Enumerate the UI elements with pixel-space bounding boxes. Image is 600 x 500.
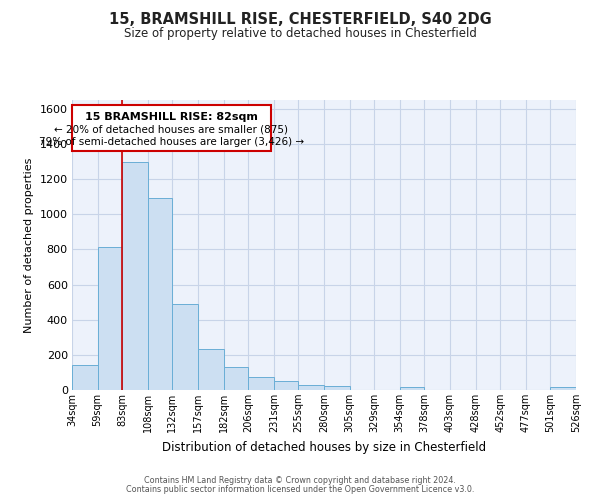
Text: ← 20% of detached houses are smaller (875): ← 20% of detached houses are smaller (87… xyxy=(55,124,289,134)
X-axis label: Distribution of detached houses by size in Chesterfield: Distribution of detached houses by size … xyxy=(162,440,486,454)
Y-axis label: Number of detached properties: Number of detached properties xyxy=(24,158,34,332)
Bar xyxy=(400,388,424,390)
Text: 79% of semi-detached houses are larger (3,426) →: 79% of semi-detached houses are larger (… xyxy=(39,137,304,147)
Text: Contains HM Land Registry data © Crown copyright and database right 2024.: Contains HM Land Registry data © Crown c… xyxy=(144,476,456,485)
Bar xyxy=(224,367,248,390)
Text: 15 BRAMSHILL RISE: 82sqm: 15 BRAMSHILL RISE: 82sqm xyxy=(85,112,258,122)
Bar xyxy=(148,198,172,390)
Bar xyxy=(72,106,271,151)
Bar xyxy=(550,388,576,390)
Bar xyxy=(198,348,224,390)
Text: 15, BRAMSHILL RISE, CHESTERFIELD, S40 2DG: 15, BRAMSHILL RISE, CHESTERFIELD, S40 2D… xyxy=(109,12,491,28)
Bar xyxy=(324,386,350,390)
Bar xyxy=(298,384,324,390)
Bar xyxy=(248,377,274,390)
Bar xyxy=(274,381,298,390)
Text: Contains public sector information licensed under the Open Government Licence v3: Contains public sector information licen… xyxy=(126,485,474,494)
Text: Size of property relative to detached houses in Chesterfield: Size of property relative to detached ho… xyxy=(124,28,476,40)
Bar xyxy=(172,304,198,390)
Bar xyxy=(122,162,148,390)
Bar xyxy=(98,247,122,390)
Bar xyxy=(72,366,98,390)
